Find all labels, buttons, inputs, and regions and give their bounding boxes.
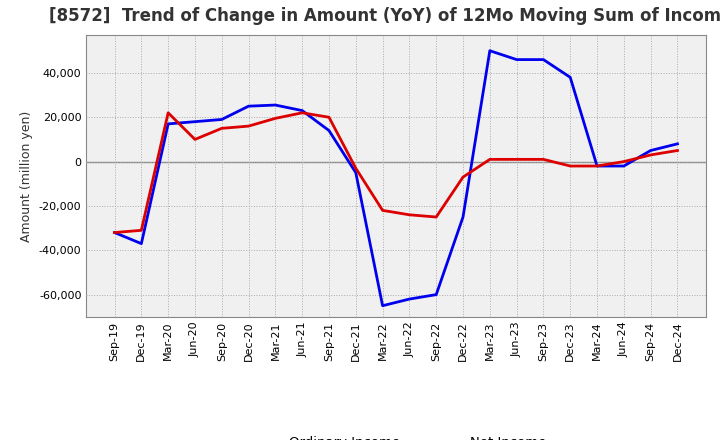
Legend: Ordinary Income, Net Income: Ordinary Income, Net Income bbox=[240, 430, 552, 440]
Ordinary Income bbox=[566, 75, 575, 80]
Net Income bbox=[378, 208, 387, 213]
Net Income bbox=[485, 157, 494, 162]
Ordinary Income bbox=[647, 148, 655, 153]
Ordinary Income bbox=[110, 230, 119, 235]
Net Income bbox=[647, 152, 655, 158]
Ordinary Income bbox=[298, 108, 307, 113]
Ordinary Income bbox=[673, 141, 682, 147]
Line: Ordinary Income: Ordinary Income bbox=[114, 51, 678, 306]
Net Income bbox=[137, 227, 145, 233]
Net Income bbox=[351, 165, 360, 171]
Ordinary Income bbox=[325, 128, 333, 133]
Net Income bbox=[244, 124, 253, 129]
Net Income bbox=[566, 163, 575, 169]
Ordinary Income bbox=[244, 103, 253, 109]
Net Income bbox=[593, 163, 601, 169]
Net Income bbox=[191, 137, 199, 142]
Net Income bbox=[432, 214, 441, 220]
Y-axis label: Amount (million yen): Amount (million yen) bbox=[20, 110, 33, 242]
Ordinary Income bbox=[593, 163, 601, 169]
Ordinary Income bbox=[351, 170, 360, 175]
Title: [8572]  Trend of Change in Amount (YoY) of 12Mo Moving Sum of Incomes: [8572] Trend of Change in Amount (YoY) o… bbox=[49, 7, 720, 26]
Net Income bbox=[164, 110, 173, 115]
Net Income bbox=[271, 116, 279, 121]
Ordinary Income bbox=[539, 57, 548, 62]
Ordinary Income bbox=[459, 214, 467, 220]
Ordinary Income bbox=[405, 297, 414, 302]
Net Income bbox=[298, 110, 307, 115]
Net Income bbox=[325, 114, 333, 120]
Line: Net Income: Net Income bbox=[114, 113, 678, 233]
Net Income bbox=[513, 157, 521, 162]
Ordinary Income bbox=[164, 121, 173, 127]
Net Income bbox=[110, 230, 119, 235]
Net Income bbox=[539, 157, 548, 162]
Net Income bbox=[217, 126, 226, 131]
Ordinary Income bbox=[619, 163, 628, 169]
Ordinary Income bbox=[378, 303, 387, 308]
Ordinary Income bbox=[137, 241, 145, 246]
Ordinary Income bbox=[217, 117, 226, 122]
Net Income bbox=[459, 175, 467, 180]
Ordinary Income bbox=[432, 292, 441, 297]
Net Income bbox=[673, 148, 682, 153]
Net Income bbox=[405, 212, 414, 217]
Ordinary Income bbox=[485, 48, 494, 53]
Ordinary Income bbox=[513, 57, 521, 62]
Ordinary Income bbox=[191, 119, 199, 125]
Net Income bbox=[619, 159, 628, 164]
Ordinary Income bbox=[271, 103, 279, 108]
